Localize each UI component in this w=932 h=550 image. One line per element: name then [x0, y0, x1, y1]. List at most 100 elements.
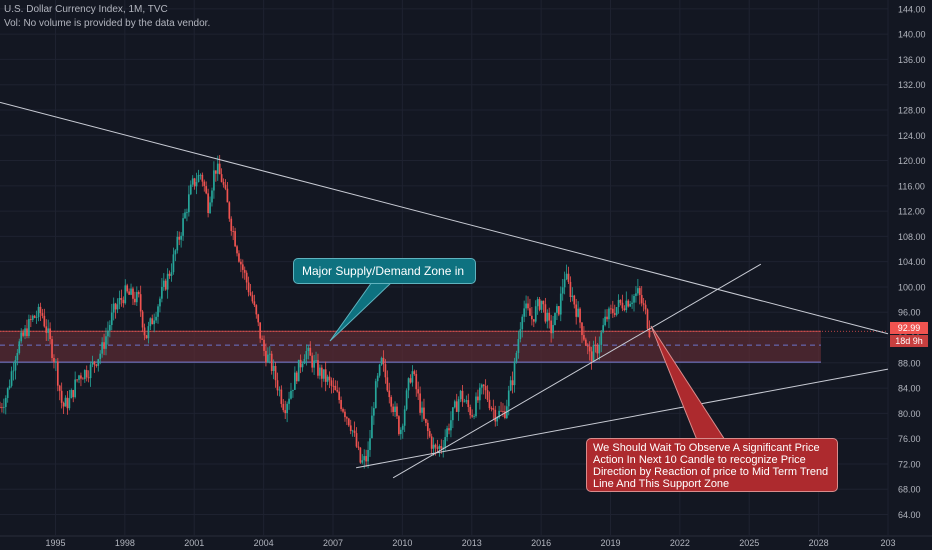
- candle-body: [415, 374, 418, 390]
- x-tick-label: 2028: [809, 538, 829, 548]
- candle-body: [442, 447, 445, 449]
- candle-body: [544, 304, 547, 322]
- candle-body: [478, 387, 481, 401]
- candle-body: [182, 218, 184, 236]
- candle-body: [550, 320, 552, 334]
- candle-body: [255, 305, 258, 315]
- candle-body: [405, 390, 408, 410]
- candle-body: [282, 403, 285, 411]
- candle-body: [617, 299, 620, 308]
- candle-body: [471, 415, 473, 417]
- candle-body: [546, 312, 549, 322]
- candle-body: [581, 322, 583, 336]
- candle-body: [80, 375, 82, 379]
- candle-body: [284, 410, 287, 414]
- candle-body: [232, 231, 235, 232]
- candle-body: [500, 410, 502, 412]
- candle-body: [448, 428, 450, 431]
- candle-body: [361, 460, 364, 463]
- candle-body: [396, 406, 398, 417]
- candle-body: [176, 236, 179, 251]
- candle-body: [247, 282, 250, 293]
- time-axis[interactable]: 1995 1998 2001 2004 2007 2010 2013 2016 2019 2022…: [45, 538, 895, 548]
- candle-body: [326, 376, 329, 382]
- candle-body: [161, 286, 163, 299]
- candle-body: [295, 372, 298, 382]
- candle-body: [588, 346, 591, 352]
- candle-body: [482, 384, 485, 387]
- candle-body: [116, 304, 119, 310]
- candle-body: [78, 375, 80, 380]
- candle-body: [272, 365, 275, 371]
- candle-body: [70, 390, 73, 399]
- candle-body: [301, 363, 304, 368]
- candle-body: [584, 339, 587, 346]
- zone-callout[interactable]: Major Supply/Demand Zone in: [293, 258, 476, 284]
- candle-body: [525, 303, 527, 309]
- countdown-label: 18d 9h: [890, 335, 928, 347]
- candle-body: [263, 339, 265, 351]
- candle-body: [51, 339, 53, 358]
- candle-body: [29, 319, 32, 320]
- candle-body: [504, 411, 506, 418]
- candle-body: [392, 406, 394, 413]
- y-tick-label: 76.00: [898, 434, 921, 444]
- candle-body: [608, 308, 610, 320]
- candle-body: [527, 303, 529, 309]
- candle-body: [188, 194, 190, 213]
- candle-body: [401, 425, 404, 430]
- candle-body: [419, 393, 421, 413]
- candle-body: [604, 316, 606, 326]
- candle-body: [214, 170, 217, 174]
- candle-body: [386, 377, 389, 391]
- candle-body: [166, 273, 169, 290]
- trend-line: [0, 101, 889, 335]
- y-tick-label: 136.00: [898, 55, 926, 65]
- candle-body: [627, 300, 630, 307]
- candle-body: [265, 350, 267, 363]
- price-axis[interactable]: 144.00 140.00 136.00 132.00 128.00 124.00 120.…: [898, 4, 926, 520]
- candle-body: [367, 449, 369, 462]
- note-callout[interactable]: We Should Wait To Observe A significant …: [586, 438, 838, 492]
- candle-body: [93, 361, 96, 365]
- candle-body: [355, 433, 358, 447]
- candle-body: [635, 293, 637, 296]
- candle-body: [110, 312, 113, 326]
- x-tick-label: 2007: [323, 538, 343, 548]
- candle-body: [159, 298, 161, 307]
- candle-body: [594, 345, 597, 346]
- candle-body: [398, 416, 400, 435]
- candle-body: [475, 396, 477, 417]
- candle-body: [517, 339, 520, 353]
- candle-body: [60, 390, 63, 403]
- candle-body: [346, 417, 348, 419]
- candle-body: [143, 327, 146, 336]
- candle-body: [211, 190, 213, 203]
- candle-body: [288, 398, 290, 404]
- candle-body: [66, 397, 69, 409]
- candle-body: [338, 391, 341, 400]
- candle-body: [299, 359, 302, 368]
- candle-body: [540, 300, 543, 310]
- x-tick-label: 2010: [392, 538, 412, 548]
- candle-body: [426, 422, 429, 432]
- candle-body: [37, 306, 40, 318]
- candle-body: [297, 359, 300, 382]
- candle-body: [170, 272, 173, 276]
- candle-body: [99, 353, 102, 360]
- candle-body: [552, 325, 554, 334]
- candle-body: [259, 322, 262, 339]
- candle-body: [382, 357, 385, 365]
- candle-body: [438, 445, 441, 449]
- candle-body: [403, 409, 406, 426]
- candle-body: [122, 299, 125, 304]
- candle-body: [619, 299, 622, 303]
- candle-body: [436, 447, 439, 449]
- candle-body: [357, 446, 360, 448]
- candle-body: [313, 360, 315, 368]
- candle-body: [611, 308, 614, 314]
- candle-body: [216, 163, 219, 174]
- candle-body: [467, 400, 470, 407]
- candle-body: [228, 202, 231, 219]
- candle-body: [64, 397, 67, 407]
